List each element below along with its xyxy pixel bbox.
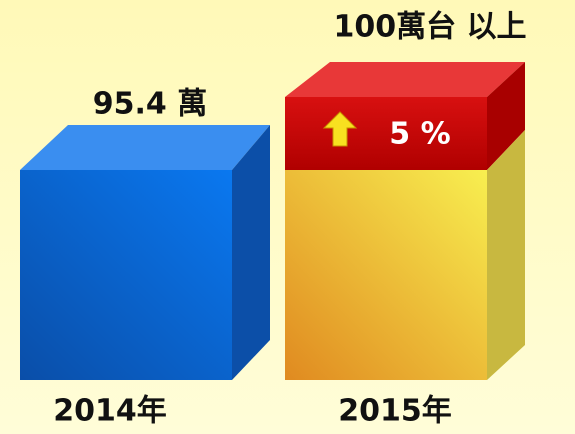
box-top	[285, 62, 525, 97]
box-front	[285, 170, 487, 380]
up-arrow	[322, 111, 358, 147]
box-front	[20, 170, 232, 380]
year-label: 2015年	[338, 394, 452, 429]
box-side-top	[487, 62, 525, 170]
box-top	[20, 125, 270, 170]
box-side	[487, 130, 525, 380]
year-label: 2014年	[53, 394, 167, 429]
box-side	[232, 125, 270, 380]
box-front-top	[285, 97, 487, 170]
badge: 5 %	[389, 117, 450, 152]
box-label: 100萬台 以上	[333, 10, 526, 45]
box-label: 95.4 萬	[93, 87, 207, 122]
